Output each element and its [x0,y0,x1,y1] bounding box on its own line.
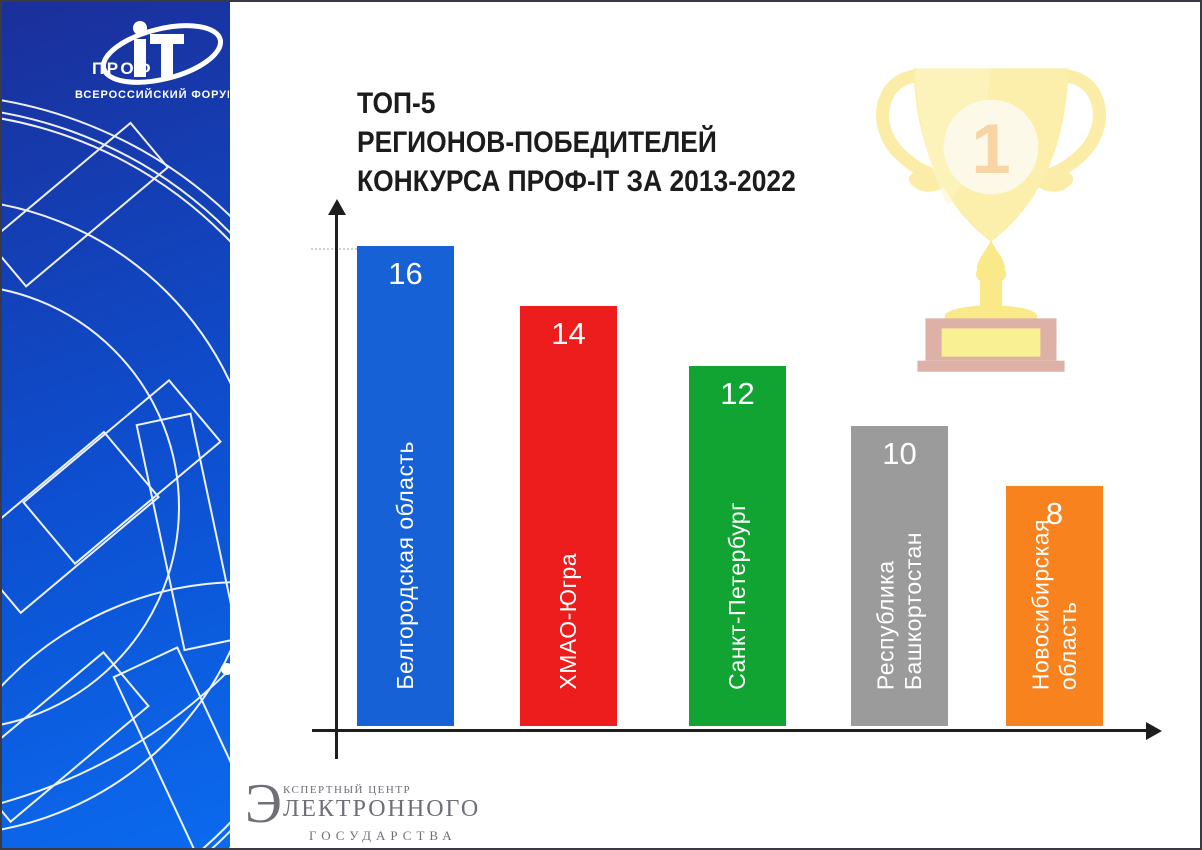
bar-value: 8 [1045,496,1064,531]
sidebar-decoration-circuit-arcs [2,99,230,848]
bar-1: 16 Белгородская область [357,246,454,726]
bar-value: 12 [720,376,755,411]
sidebar-dot [221,663,230,675]
title-line-3: КОНКУРСА ПРОФ-IT ЗА 2013-2022 [357,165,796,198]
trophy-first-place-icon: 1 [876,68,1106,372]
logo-subtitle: ВСЕРОССИЙСКИЙ ФОРУМ [75,88,229,101]
bar-2: 14 ХМАО-Югра [520,306,617,726]
expert-center-logo: Э КСПЕРТНЫЙ ЦЕНТР ЛЕКТРОННОГО ГОСУДАРСТВ… [245,773,481,844]
logo-brand-prefix: ПРОФ [92,59,153,78]
prof-it-forum-logo: ПРОФ ВСЕРОССИЙСКИЙ ФОРУМ [75,21,229,101]
bar-label: Санкт-Петербург [723,502,750,690]
footer-logo-line3: ГОСУДАРСТВА [309,828,457,843]
logo-it-letters-icon [133,21,184,77]
trophy-place-number: 1 [971,109,1010,188]
top-bar-guide-dotted-line [311,248,357,250]
bar-5: 8 Новосибирская область [1006,486,1103,726]
y-axis [335,214,338,759]
bar-label: Новосибирская область [1026,518,1081,690]
x-axis-arrow-icon [1146,721,1162,740]
footer-logo-initial: Э [245,773,282,835]
bar-label: ХМАО-Югра [554,553,581,690]
bar-label: Республика Башкортостан [871,531,926,690]
bar-value: 14 [551,316,586,351]
x-axis [312,729,1148,732]
footer-logo-line1: КСПЕРТНЫЙ ЦЕНТР [282,784,412,796]
footer-logo-line2: ЛЕКТРОННОГО [282,796,481,822]
logo-orbit-swoosh-icon [100,23,224,85]
y-axis-arrow-icon [328,199,346,215]
bar-value: 16 [388,256,423,291]
sidebar: ПРОФ ВСЕРОССИЙСКИЙ ФОРУМ [2,2,230,848]
title-line-1: ТОП-5 [357,87,436,120]
bar-4: 10 Республика Башкортостан [851,426,948,726]
bar-value: 10 [882,436,917,471]
bar-3: 12 Санкт-Петербург [689,366,786,726]
title-line-2: РЕГИОНОВ-ПОБЕДИТЕЛЕЙ [357,126,717,159]
bar-label: Белгородская область [391,441,418,690]
page-title: ТОП-5 РЕГИОНОВ-ПОБЕДИТЕЛЕЙ КОНКУРСА ПРОФ… [357,84,796,201]
